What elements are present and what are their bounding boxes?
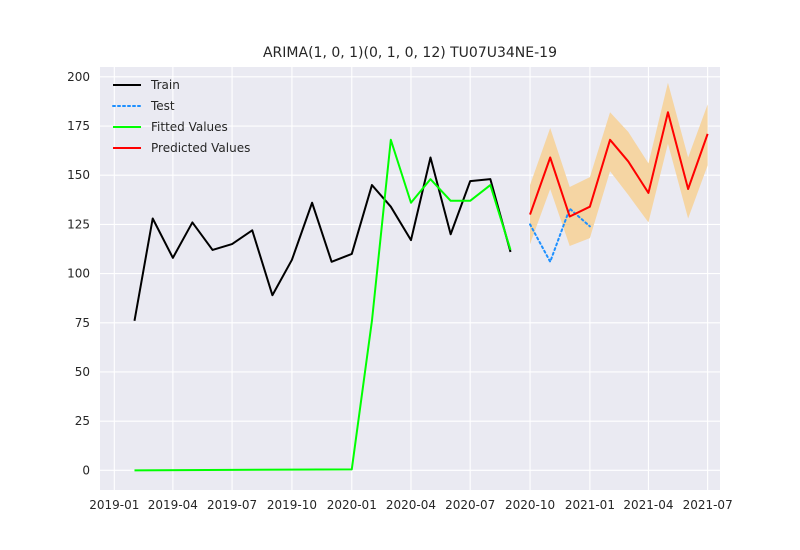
legend-label: Predicted Values: [151, 141, 250, 155]
tick-labels: 0 25 50 75 100 125 150 175 200 2019-01 2019-04 2019…: [67, 70, 733, 512]
x-tick-label: 2020-04: [386, 498, 436, 512]
series-line-train: [133, 156, 512, 321]
legend-label: Train: [150, 78, 180, 92]
x-tick-label: 2019-01: [89, 498, 139, 512]
series-line-fitted-values: [134, 138, 512, 472]
x-tick-label: 2020-01: [327, 498, 377, 512]
x-tick-label: 2019-10: [267, 498, 317, 512]
x-tick-label: 2019-07: [207, 498, 257, 512]
x-tick-label: 2020-07: [445, 498, 495, 512]
grid: [100, 67, 720, 490]
x-tick-label: 2021-01: [565, 498, 615, 512]
y-tick-label: 175: [67, 119, 90, 133]
y-tick-label: 75: [75, 316, 90, 330]
x-tick-label: 2020-10: [505, 498, 555, 512]
y-tick-label: 50: [75, 365, 90, 379]
y-tick-label: 150: [67, 168, 90, 182]
legend-label: Fitted Values: [151, 120, 228, 134]
x-tick-label: 2021-07: [683, 498, 733, 512]
confidence-band: [530, 82, 708, 247]
legend: Train Test Fitted Values Predicted Values: [112, 78, 250, 155]
y-tick-label: 100: [67, 267, 90, 281]
chart-title: ARIMA(1, 0, 1)(0, 1, 0, 12) TU07U34NE-19: [263, 45, 557, 61]
y-tick-label: 125: [67, 217, 90, 231]
y-tick-label: 200: [67, 70, 90, 84]
legend-label: Test: [150, 99, 175, 113]
confidence-band-layer: [530, 82, 708, 247]
y-tick-label: 25: [75, 414, 90, 428]
series-line-test: [529, 207, 591, 263]
series-line-predicted-values: [529, 111, 709, 218]
x-tick-label: 2021-04: [623, 498, 673, 512]
x-tick-label: 2019-04: [148, 498, 198, 512]
series-layer: [133, 111, 709, 472]
y-tick-label: 0: [82, 463, 90, 477]
